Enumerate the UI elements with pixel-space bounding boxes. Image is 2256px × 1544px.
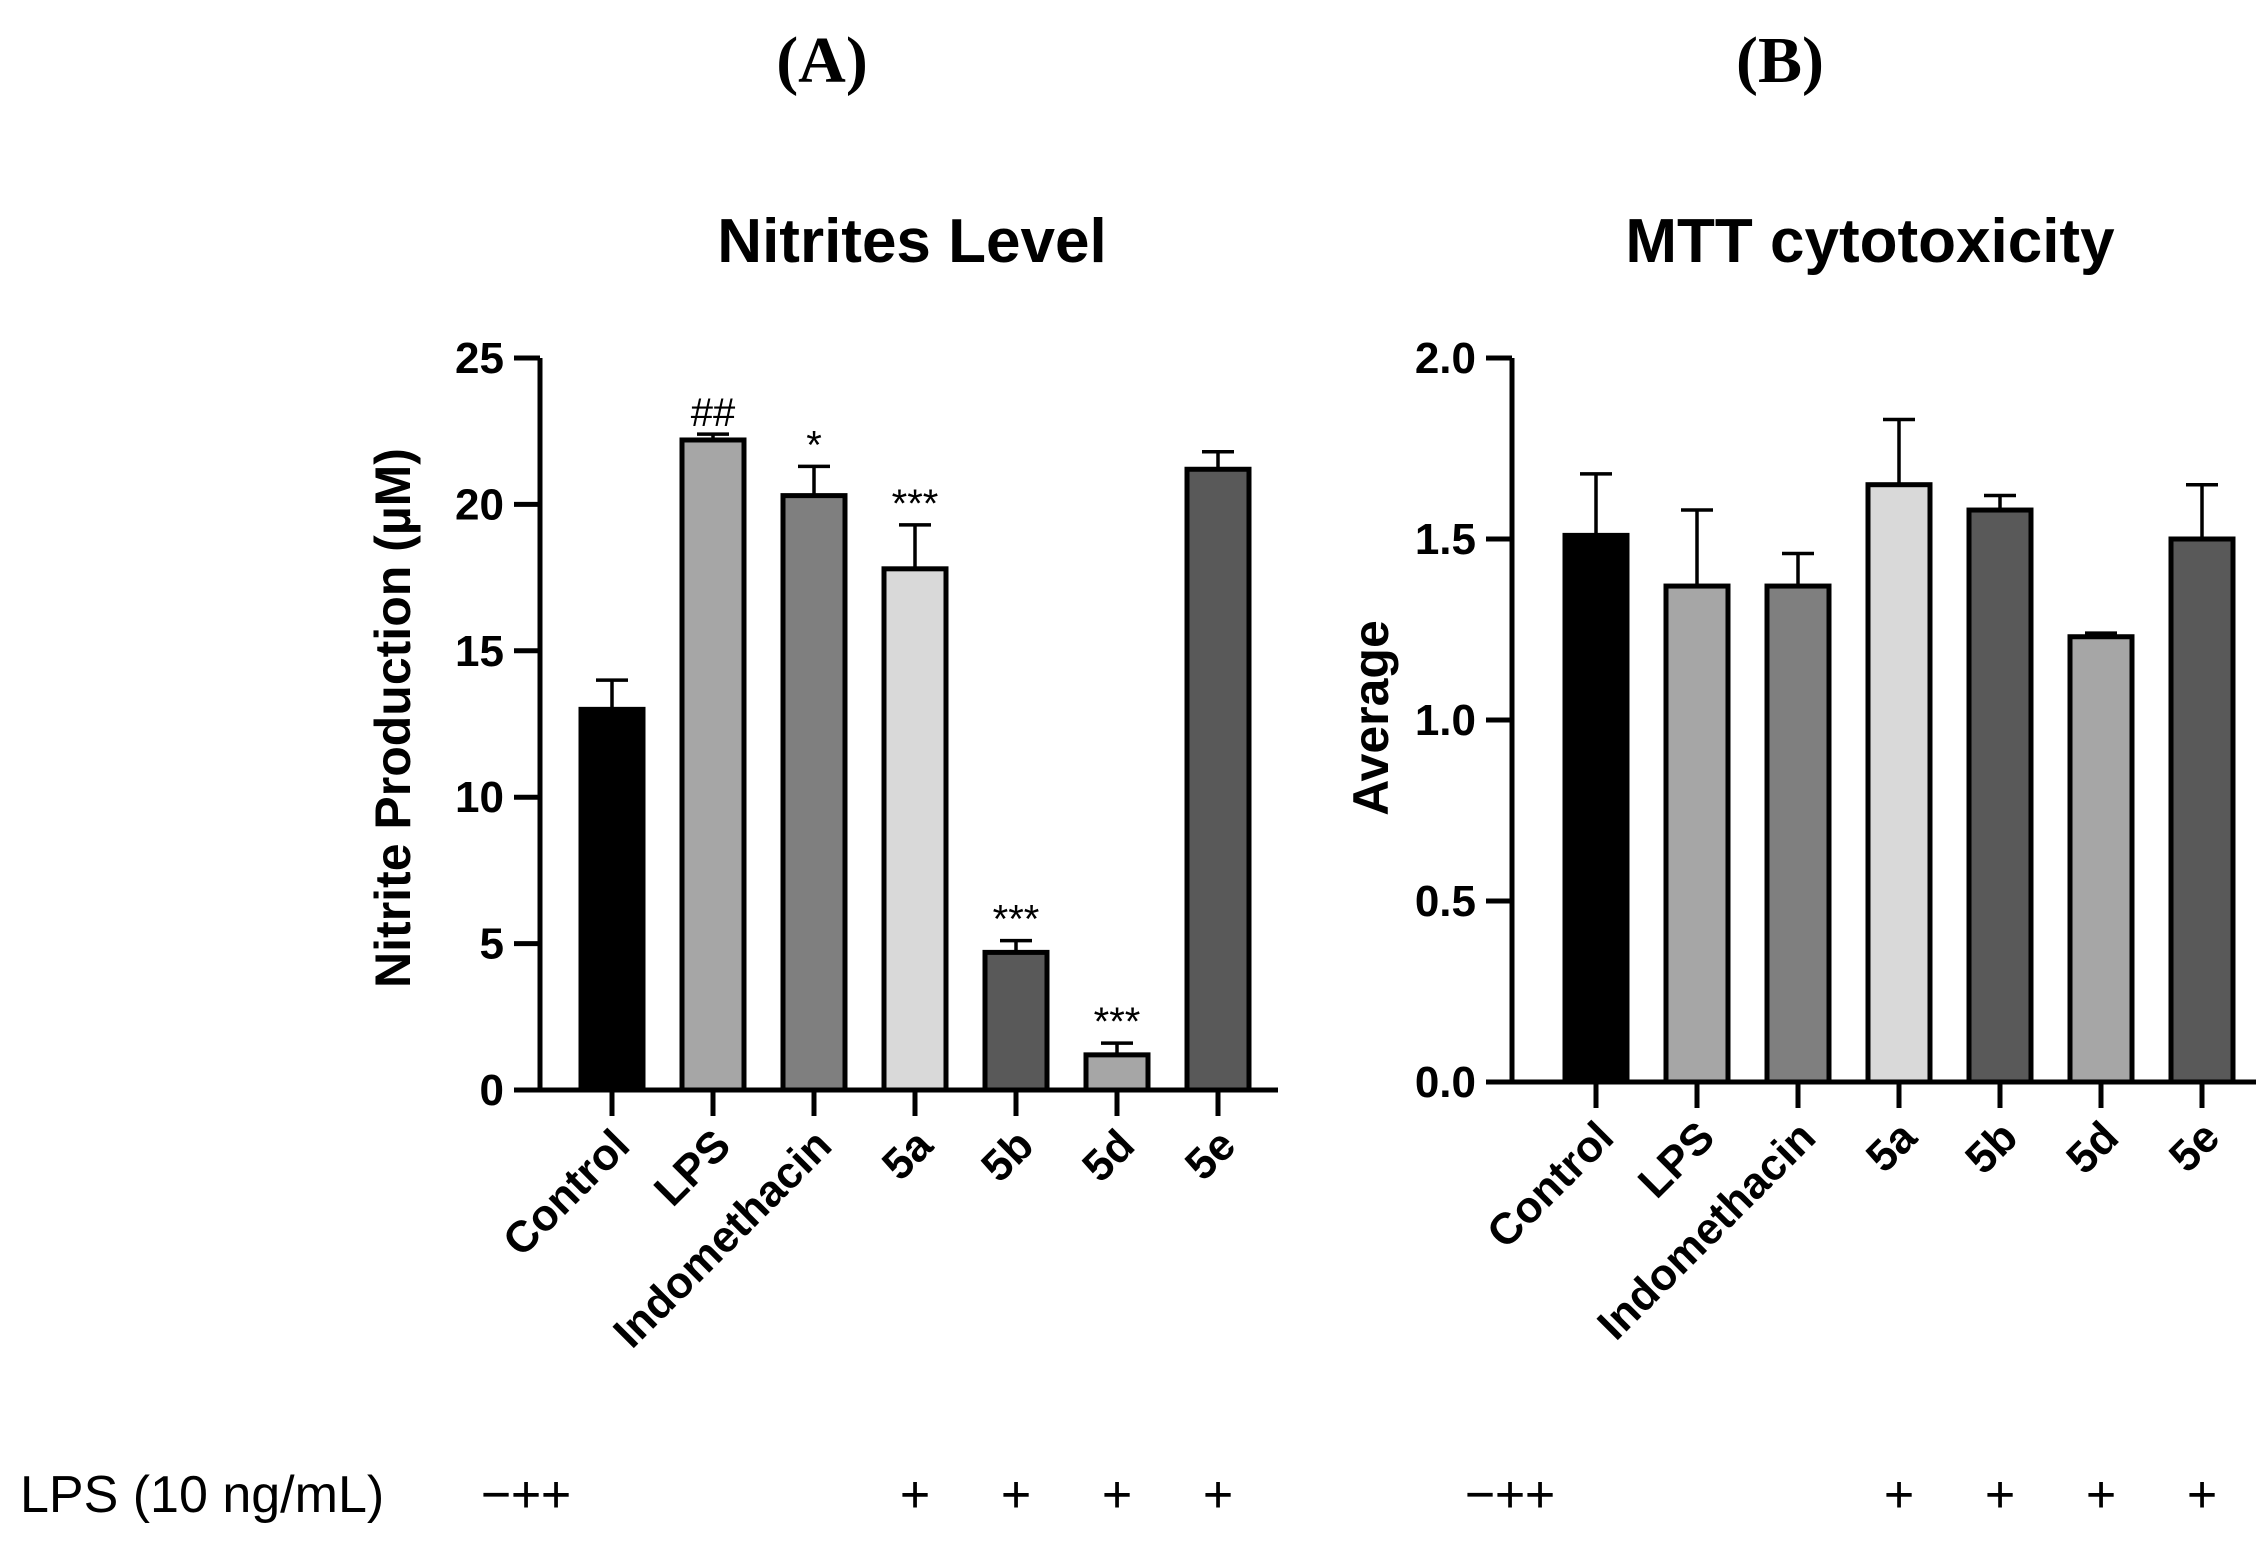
x-tick-label-5d: 5d: [2057, 1112, 2128, 1183]
lps-sign: +: [1884, 1466, 1914, 1524]
significance-label-LPS: ##: [691, 391, 736, 435]
x-tick-label-5a: 5a: [1857, 1112, 1927, 1182]
lps-sign: +: [2187, 1466, 2217, 1524]
x-tick-label-Control: Control: [1478, 1112, 1623, 1257]
lps-row-chart-b: − + + + + + +: [1465, 1466, 2217, 1524]
bar-Control: [578, 706, 646, 1093]
bar-5d: [2067, 634, 2135, 1085]
lps-sign: −: [481, 1466, 511, 1524]
significance-label-Indomethacin: *: [806, 423, 822, 467]
chart-b-title: MTT cytotoxicity: [1625, 207, 2115, 276]
y-tick-label: 1.5: [1415, 515, 1476, 564]
bar-LPS: [679, 437, 747, 1093]
lps-sign: +: [1525, 1466, 1555, 1524]
chart-a-title: Nitrites Level: [717, 207, 1106, 276]
bar-Indomethacin: [780, 493, 848, 1093]
lps-sign: +: [511, 1466, 541, 1524]
lps-sign: +: [1203, 1466, 1233, 1524]
bar-5b: [1966, 507, 2034, 1085]
lps-sign: +: [1985, 1466, 2015, 1524]
lps-row-label: LPS (10 ng/mL): [20, 1466, 384, 1524]
y-tick-label: 1.0: [1415, 696, 1476, 745]
y-tick-label: 0.5: [1415, 877, 1476, 926]
lps-sign: +: [1495, 1466, 1525, 1524]
significance-label-5d: ***: [1094, 1000, 1141, 1044]
significance-label-5a: ***: [892, 482, 939, 526]
y-tick-label: 0: [480, 1066, 504, 1115]
x-tick-label-5e: 5e: [1176, 1120, 1245, 1189]
y-tick-label: 5: [480, 920, 504, 969]
bar-LPS: [1663, 583, 1731, 1085]
bar-5a: [881, 566, 949, 1093]
bar-5d: [1083, 1052, 1151, 1093]
x-tick-label-5b: 5b: [1956, 1112, 2027, 1183]
lps-row-chart-a: − + + + + + +: [481, 1466, 1233, 1524]
bar-5a: [1865, 482, 1933, 1085]
x-tick-label-5a: 5a: [873, 1120, 943, 1190]
panel-b-label: (B): [1736, 24, 1824, 97]
bar-5e: [2168, 536, 2236, 1085]
y-tick-label: 0.0: [1415, 1058, 1476, 1107]
x-tick-label-5b: 5b: [972, 1120, 1043, 1191]
panel-a-label: (A): [776, 24, 868, 97]
x-tick-label-Control: Control: [494, 1120, 639, 1265]
bar-5e: [1184, 466, 1252, 1093]
significance-label-5b: ***: [993, 898, 1040, 942]
y-tick-label: 15: [455, 627, 504, 676]
y-tick-label: 20: [455, 480, 504, 529]
lps-sign: +: [1001, 1466, 1031, 1524]
lps-sign: +: [900, 1466, 930, 1524]
lps-sign: +: [1102, 1466, 1132, 1524]
lps-sign: +: [2086, 1466, 2116, 1524]
y-tick-label: 2.0: [1415, 334, 1476, 383]
bar-Control: [1562, 532, 1630, 1085]
chart-b-ylabel: Average: [1343, 620, 1399, 815]
lps-sign: −: [1465, 1466, 1495, 1524]
y-tick-label: 25: [455, 334, 504, 383]
lps-sign: +: [541, 1466, 571, 1524]
bar-5b: [982, 949, 1050, 1093]
x-tick-label-5e: 5e: [2160, 1112, 2229, 1181]
x-tick-label-5d: 5d: [1073, 1120, 1144, 1191]
bar-Indomethacin: [1764, 583, 1832, 1085]
chart-a-ylabel: Nitrite Production (µM): [365, 448, 421, 988]
y-tick-label: 10: [455, 773, 504, 822]
